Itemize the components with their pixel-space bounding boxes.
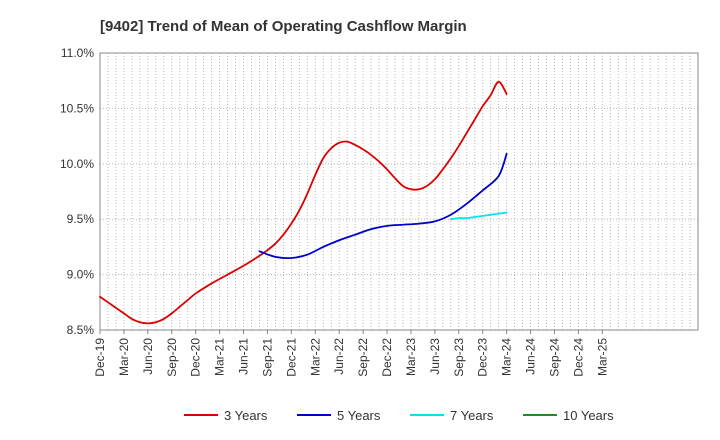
y-tick-label: 8.5% [67, 323, 95, 337]
x-tick-label: Dec-21 [284, 338, 298, 377]
x-tick-label: Dec-19 [93, 338, 107, 377]
y-tick-label: 9.5% [67, 212, 95, 226]
series-line-3-years [99, 80, 508, 325]
grid-lines [100, 53, 698, 330]
x-tick-label: Sep-24 [547, 338, 561, 377]
series-line-7-years [449, 211, 508, 221]
x-tick-label: Mar-25 [595, 338, 609, 376]
series-lines [99, 80, 508, 325]
y-tick-label: 11.0% [61, 46, 94, 60]
legend-label-5-years: 5 Years [337, 408, 381, 423]
x-tick-label: Jun-22 [332, 338, 346, 375]
x-tick-label: Sep-22 [356, 338, 370, 377]
chart-title: [9402] Trend of Mean of Operating Cashfl… [100, 18, 467, 35]
x-tick-label: Sep-23 [452, 338, 466, 377]
x-tick-label: Mar-20 [117, 338, 131, 376]
legend: 3 Years 5 Years 7 Years 10 Years [184, 408, 614, 423]
x-tick-label: Mar-21 [213, 338, 227, 376]
plot-frame [99, 52, 699, 331]
y-tick-label: 9.0% [67, 268, 95, 282]
legend-label-3-years: 3 Years [224, 408, 268, 423]
y-tick-label: 10.0% [60, 157, 94, 171]
x-tick-label: Jun-23 [428, 338, 442, 375]
x-tick-label: Mar-24 [500, 338, 514, 376]
series-line-5-years [258, 152, 508, 260]
x-tick-label: Sep-21 [260, 338, 274, 377]
y-tick-label: 10.5% [60, 101, 94, 115]
x-tick-label: Mar-22 [308, 338, 322, 376]
x-tick-label: Dec-24 [571, 338, 585, 377]
legend-label-7-years: 7 Years [450, 408, 494, 423]
x-tick-label: Dec-23 [476, 338, 490, 377]
x-tick-label: Dec-22 [380, 338, 394, 377]
legend-label-10-years: 10 Years [563, 408, 614, 423]
x-tick-label: Mar-23 [404, 338, 418, 376]
axes: 8.5% 9.0% 9.5% 10.0% 10.5% 11.0% Dec-19 Mar-20 J… [60, 46, 699, 377]
x-tick-label: Jun-20 [141, 338, 155, 375]
x-tick-label: Sep-20 [165, 338, 179, 377]
x-tick-label: Jun-21 [237, 338, 251, 375]
x-tick-label: Dec-20 [189, 338, 203, 377]
x-tick-label: Jun-24 [524, 338, 538, 375]
